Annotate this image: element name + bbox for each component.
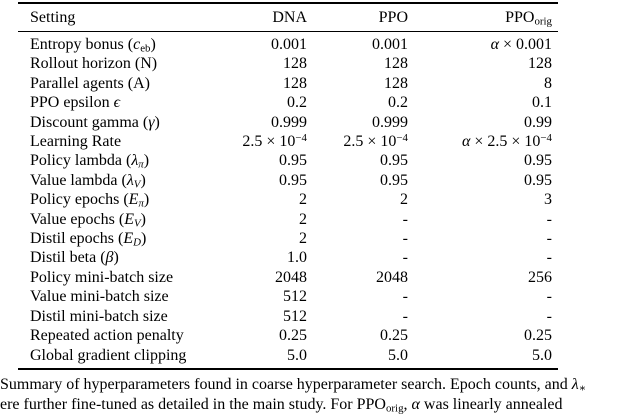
ppo-value: 128 [313, 54, 414, 73]
ppo-orig-value: 0.95 [414, 151, 558, 170]
ppo-orig-value: - [414, 229, 558, 248]
ppo-orig-value: 0.1 [414, 93, 558, 112]
column-header-dna: DNA [218, 4, 313, 32]
ppo-value: 0.999 [313, 113, 414, 132]
table-row: Value epochs (EV)2-- [18, 210, 558, 229]
ppo-value: 2.5 × 10−4 [313, 132, 414, 151]
ppo-value: 0.95 [313, 151, 414, 170]
ppo-orig-value: 256 [414, 268, 558, 287]
ppo-value: - [313, 287, 414, 306]
column-header-setting: Setting [18, 4, 218, 32]
ppo-value: 0.2 [313, 93, 414, 112]
ppo-value: 2048 [313, 268, 414, 287]
hyperparameter-table-grid: Setting DNA PPO PPOorig Entropy bonus (c… [18, 4, 558, 368]
ppo-value: 5.0 [313, 346, 414, 368]
ppo-orig-value: 5.0 [414, 346, 558, 368]
setting-label: Policy lambda (λπ) [18, 151, 218, 170]
setting-label: Entropy bonus (ceb) [18, 32, 218, 55]
dna-value: 2048 [218, 268, 313, 287]
dna-value: 0.95 [218, 171, 313, 190]
dna-value: 512 [218, 307, 313, 326]
setting-label: Discount gamma (γ) [18, 113, 218, 132]
ppo-orig-value: - [414, 287, 558, 306]
setting-label: Distil beta (β) [18, 248, 218, 267]
column-header-ppo-orig: PPOorig [414, 4, 558, 32]
setting-label: Value epochs (EV) [18, 210, 218, 229]
ppo-orig-value: 8 [414, 74, 558, 93]
setting-label: PPO epsilon ϵ [18, 93, 218, 112]
setting-label: Policy mini-batch size [18, 268, 218, 287]
dna-value: 0.2 [218, 93, 313, 112]
setting-label: Rollout horizon (N) [18, 54, 218, 73]
dna-value: 1.0 [218, 248, 313, 267]
ppo-orig-value: 3 [414, 190, 558, 209]
dna-value: 0.95 [218, 151, 313, 170]
setting-label: Distil epochs (ED) [18, 229, 218, 248]
setting-label: Global gradient clipping [18, 346, 218, 368]
ppo-value: 2 [313, 190, 414, 209]
caption-line-1: Summary of hyperparameters found in coar… [0, 375, 640, 395]
ppo-orig-value: 128 [414, 54, 558, 73]
ppo-value: - [313, 248, 414, 267]
ppo-orig-value: 0.95 [414, 171, 558, 190]
dna-value: 128 [218, 74, 313, 93]
caption-line-2: ere further fine-tuned as detailed in th… [0, 395, 640, 414]
ppo-orig-value: - [414, 307, 558, 326]
ppo-orig-value: 0.25 [414, 326, 558, 345]
setting-label: Repeated action penalty [18, 326, 218, 345]
dna-value: 0.999 [218, 113, 313, 132]
setting-label: Distil mini-batch size [18, 307, 218, 326]
setting-label: Parallel agents (A) [18, 74, 218, 93]
ppo-orig-value: α × 2.5 × 10−4 [414, 132, 558, 151]
ppo-orig-value: α × 0.001 [414, 32, 558, 55]
ppo-value: 128 [313, 74, 414, 93]
dna-value: 2 [218, 190, 313, 209]
setting-label: Value mini-batch size [18, 287, 218, 306]
dna-value: 0.25 [218, 326, 313, 345]
table-row: Distil epochs (ED)2-- [18, 229, 558, 248]
ppo-value: 0.25 [313, 326, 414, 345]
table-row: Distil beta (β)1.0-- [18, 248, 558, 267]
dna-value: 5.0 [218, 346, 313, 368]
ppo-value: - [313, 229, 414, 248]
hyperparameter-table: Setting DNA PPO PPOorig Entropy bonus (c… [18, 2, 558, 370]
dna-value: 2 [218, 210, 313, 229]
setting-label: Learning Rate [18, 132, 218, 151]
ppo-orig-value: - [414, 210, 558, 229]
dna-value: 128 [218, 54, 313, 73]
ppo-orig-value: 0.99 [414, 113, 558, 132]
dna-value: 2.5 × 10−4 [218, 132, 313, 151]
column-header-ppo: PPO [313, 4, 414, 32]
ppo-value: - [313, 210, 414, 229]
header-row: Setting DNA PPO PPOorig [18, 4, 558, 32]
setting-label: Policy epochs (Eπ) [18, 190, 218, 209]
dna-value: 512 [218, 287, 313, 306]
ppo-orig-value: - [414, 248, 558, 267]
table-caption: Summary of hyperparameters found in coar… [0, 375, 640, 414]
ppo-value: - [313, 307, 414, 326]
dna-value: 2 [218, 229, 313, 248]
setting-label: Value lambda (λV) [18, 171, 218, 190]
ppo-value: 0.001 [313, 32, 414, 55]
dna-value: 0.001 [218, 32, 313, 55]
ppo-value: 0.95 [313, 171, 414, 190]
